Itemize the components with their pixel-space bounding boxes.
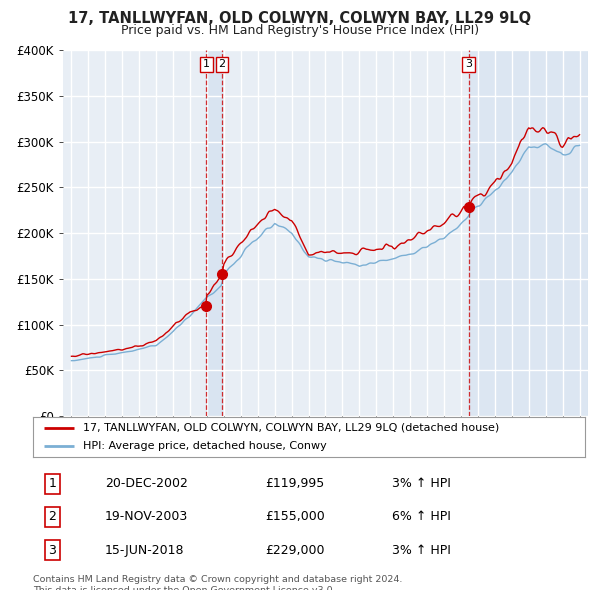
- Text: 17, TANLLWYFAN, OLD COLWYN, COLWYN BAY, LL29 9LQ: 17, TANLLWYFAN, OLD COLWYN, COLWYN BAY, …: [68, 11, 532, 25]
- Text: 2: 2: [49, 510, 56, 523]
- Text: 3% ↑ HPI: 3% ↑ HPI: [392, 543, 451, 556]
- Text: HPI: Average price, detached house, Conwy: HPI: Average price, detached house, Conw…: [83, 441, 326, 451]
- Text: 15-JUN-2018: 15-JUN-2018: [105, 543, 184, 556]
- Text: 3: 3: [49, 543, 56, 556]
- Text: 3% ↑ HPI: 3% ↑ HPI: [392, 477, 451, 490]
- Text: Price paid vs. HM Land Registry's House Price Index (HPI): Price paid vs. HM Land Registry's House …: [121, 24, 479, 37]
- Bar: [206, 50, 222, 416]
- Text: 19-NOV-2003: 19-NOV-2003: [105, 510, 188, 523]
- Text: £155,000: £155,000: [265, 510, 325, 523]
- Text: 3: 3: [465, 59, 472, 69]
- Text: 6% ↑ HPI: 6% ↑ HPI: [392, 510, 451, 523]
- Bar: [469, 50, 588, 416]
- Text: 1: 1: [49, 477, 56, 490]
- Text: Contains HM Land Registry data © Crown copyright and database right 2024.
This d: Contains HM Land Registry data © Crown c…: [33, 575, 403, 590]
- Text: 20-DEC-2002: 20-DEC-2002: [105, 477, 188, 490]
- Text: £229,000: £229,000: [265, 543, 325, 556]
- Text: £119,995: £119,995: [265, 477, 324, 490]
- Text: 2: 2: [218, 59, 226, 69]
- Text: 1: 1: [203, 59, 210, 69]
- Text: 17, TANLLWYFAN, OLD COLWYN, COLWYN BAY, LL29 9LQ (detached house): 17, TANLLWYFAN, OLD COLWYN, COLWYN BAY, …: [83, 423, 499, 433]
